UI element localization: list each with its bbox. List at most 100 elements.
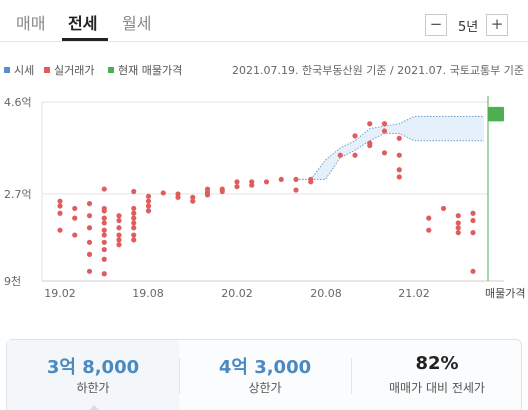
market-price-lower-line [296,132,484,180]
period-value: 5년 [458,20,479,35]
actual-deal-point [131,232,137,238]
actual-deal-point [308,179,314,185]
actual-deal-point [86,225,93,231]
actual-deal-point [101,246,107,253]
legend-item-market-price: 시세 [4,62,34,78]
actual-deal-point [234,184,240,190]
actual-deal-point [219,188,225,195]
x-tick-label: 20.08 [310,287,342,300]
actual-deal-point [381,121,388,127]
legend-label-actual-deal: 실거래가 [54,64,95,77]
price-summary-panel: 3억 8,000 하한가 4억 3,000 상한가 82% 매매가 대비 전세가 [6,339,522,410]
actual-deal-point [101,215,107,221]
active-tab-indicator [62,38,108,41]
actual-deal-point [337,152,343,158]
x-tick-label: 19.08 [132,287,164,300]
actual-deal-point [145,203,152,209]
tab-sale[interactable]: 매매 [16,14,46,33]
x-tick-label: 19.02 [44,287,76,300]
summary-lower-price[interactable]: 3억 8,000 하한가 [7,340,179,410]
actual-deal-point [145,198,152,204]
summary-divider [179,358,180,394]
selected-pointer [87,405,101,410]
actual-deal-point [131,225,137,231]
actual-deal-point [101,186,107,192]
x-tick-label: 21.02 [398,287,430,300]
legend-label-current-listing: 현재 매물가격 [118,64,183,77]
actual-deal-point [86,213,93,219]
actual-deal-point [57,198,63,204]
actual-deal-point [101,256,107,262]
summary-jeonse-ratio-value: 82% [415,353,459,374]
summary-upper-price-label: 상한가 [248,381,282,395]
actual-deal-point [101,220,107,226]
chart-legend: 시세 실거래가 현재 매물가격 2021.07.19. 한국부동산원 기준 / … [4,62,524,78]
actual-deal-point [204,192,211,198]
actual-deal-point [470,217,476,224]
actual-deal-point [293,176,299,183]
actual-deal-point [86,200,93,207]
actual-deal-point [101,232,107,238]
actual-deal-point [131,210,137,216]
actual-deal-point [86,251,93,257]
y-tick-label: 4.6억 [4,96,32,109]
actual-deal-point [455,213,461,219]
actual-deal-point [234,179,240,185]
actual-deal-point [101,227,107,233]
actual-deal-point [352,133,358,139]
actual-deal-point [72,232,78,238]
actual-deal-point [57,210,63,216]
actual-deal-point [293,187,299,193]
x-end-label: 매물가격 [485,287,525,300]
actual-deal-point [116,242,122,248]
market-price-band [296,116,484,180]
actual-deal-point [131,220,137,226]
legend-item-actual-deal: 실거래가 [44,62,94,78]
actual-deal-point [367,121,373,127]
actual-deal-point [426,227,432,233]
actual-deal-point [396,167,402,173]
actual-deal-point [57,203,63,209]
tabs-divider [0,41,528,42]
actual-deal-point [175,194,181,200]
jeonse-price-chart: 4.6억 2.7억 9천 19.02 19.08 20.02 20.08 21.02 매물가격 [4,96,525,300]
tab-jeonse[interactable]: 전세 [68,14,98,33]
actual-deal-point [131,205,137,212]
summary-divider [351,358,352,394]
actual-deal-point [455,225,461,231]
actual-deal-point [381,150,388,156]
period-selector: − 5년 + [425,14,508,36]
actual-deal-point [131,188,137,195]
period-decrease-button[interactable]: − [425,14,447,36]
actual-deal-point [116,225,122,231]
actual-deal-point [145,193,152,199]
actual-deal-point [160,190,166,196]
actual-deal-point [352,152,358,158]
actual-deal-point [278,176,284,183]
actual-deal-point [263,179,270,185]
summary-jeonse-ratio[interactable]: 82% 매매가 대비 전세가 [351,340,523,410]
actual-deal-point [145,208,152,214]
actual-deal-point [381,128,388,134]
actual-deal-point [426,215,432,221]
actual-deal-point [455,220,461,226]
actual-deal-point [72,205,78,212]
y-tick-label: 9천 [4,274,21,288]
actual-deal-point [116,217,122,224]
period-increase-button[interactable]: + [486,14,508,36]
summary-upper-price[interactable]: 4억 3,000 상한가 [179,340,351,410]
actual-deal-point [396,152,402,158]
market-price-upper-line [296,116,484,180]
actual-deal-point [440,205,447,212]
legend-swatch-blue [4,67,10,73]
actual-deal-point [470,230,476,236]
actual-deal-point [470,268,476,274]
summary-jeonse-ratio-label: 매매가 대비 전세가 [389,381,485,395]
summary-lower-price-label: 하한가 [76,381,110,395]
tab-monthly-rent[interactable]: 월세 [122,14,152,33]
actual-deal-point [86,268,93,274]
actual-deal-point [101,271,107,277]
actual-deal-point [455,230,461,236]
data-source-note: 2021.07.19. 한국부동산원 기준 / 2021.07. 국토교통부 기… [232,64,524,77]
legend-label-market-price: 시세 [14,64,35,77]
